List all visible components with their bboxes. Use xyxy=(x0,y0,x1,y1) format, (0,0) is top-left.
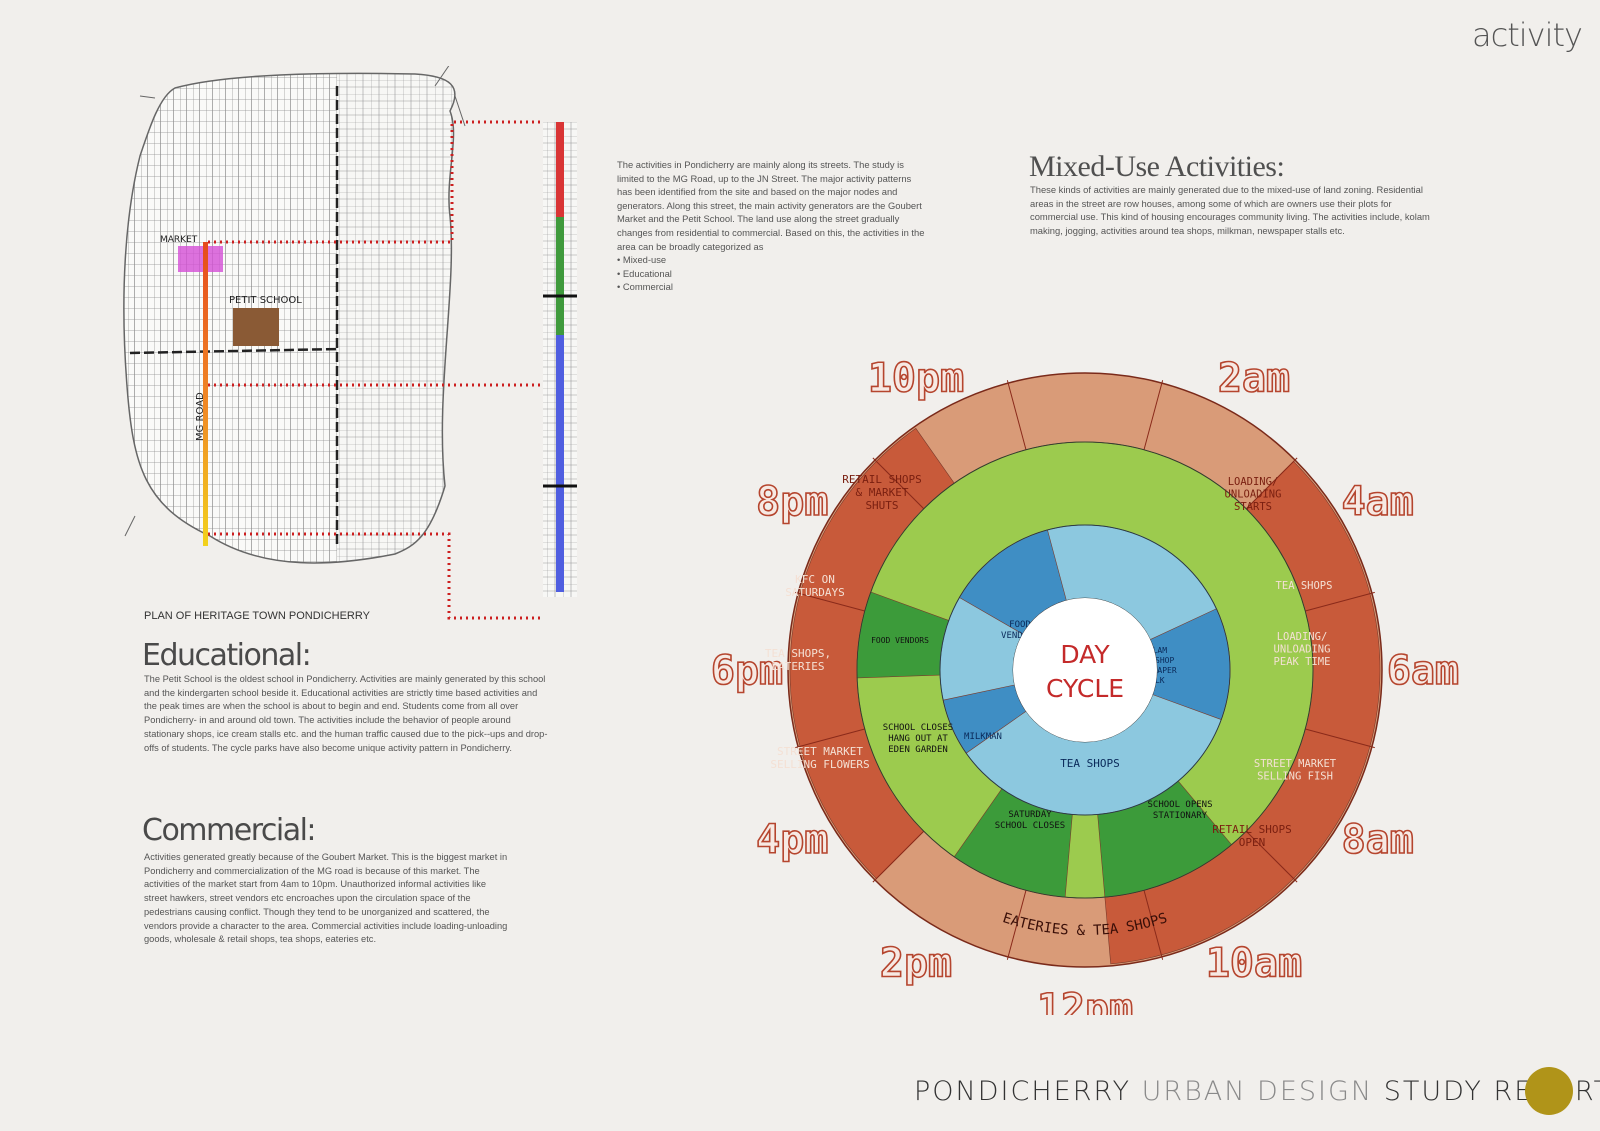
annotation-saturday-school: SATURDAY xyxy=(1008,810,1052,820)
commercial-title: Commercial: xyxy=(142,813,317,848)
hour-label: 12am xyxy=(1037,355,1133,356)
mg-road xyxy=(203,242,208,546)
annotation-saturday-school: SCHOOL CLOSES xyxy=(995,821,1065,831)
hour-label: 10pm xyxy=(868,355,964,401)
center-label-cycle: CYCLE xyxy=(1046,674,1124,703)
hour-label: 4pm xyxy=(756,817,828,863)
market-label: MARKET xyxy=(160,235,198,245)
category-item: Commercial xyxy=(617,280,927,294)
annotation-tea-shops-inner: TEA SHOPS xyxy=(1060,757,1120,770)
educational-text: The Petit School is the oldest school in… xyxy=(144,674,548,753)
annotation-loading-starts: STARTS xyxy=(1234,501,1272,513)
category-list: Mixed-use Educational Commercial xyxy=(617,253,927,294)
annotation-loading-peak: UNLOADING xyxy=(1274,644,1331,656)
annotation-school-closes: EDEN GARDEN xyxy=(888,745,948,755)
hour-label: 6am xyxy=(1387,648,1459,694)
annotation-school-closes: SCHOOL CLOSES xyxy=(883,723,953,733)
annotation-street-market-flowers: SELLING FLOWERS xyxy=(770,758,869,771)
annotation-street-market-fish: STREET MARKET xyxy=(1254,758,1337,770)
footer-part-2: URBAN DESIGN xyxy=(1141,1076,1374,1107)
annotation-kfc: KFC ON xyxy=(795,573,835,586)
hour-label: 6pm xyxy=(711,648,783,694)
hour-label: 8am xyxy=(1342,817,1414,863)
annotation-milkman: MILKMAN xyxy=(964,732,1002,742)
footer-part-1: PONDICHERRY xyxy=(914,1076,1131,1107)
annotation-tea-shops-am: TEA SHOPS xyxy=(1276,580,1333,592)
market-block xyxy=(178,246,223,272)
report-footer: PONDICHERRY URBAN DESIGN STUDY REPORT xyxy=(914,1076,1600,1107)
road-label: MG ROAD xyxy=(195,392,206,441)
petit-school-block xyxy=(233,308,279,346)
annotation-tea-shops-eateries: EATERIES xyxy=(772,660,825,673)
annotation-street-market-flowers: STREET MARKET xyxy=(777,745,863,758)
hour-label: 12pm xyxy=(1037,986,1133,1015)
hour-label: 8pm xyxy=(756,479,828,525)
intro-paragraph: The activities in Pondicherry are mainly… xyxy=(617,158,927,294)
hour-label: 2pm xyxy=(880,941,952,987)
category-item: Mixed-use xyxy=(617,253,927,267)
annotation-retail-shuts: RETAIL SHOPS xyxy=(842,473,921,486)
school-label: PETIT SCHOOL xyxy=(229,295,302,306)
street-strip xyxy=(543,122,577,597)
annotation-retail-open: OPEN xyxy=(1239,836,1266,849)
annotation-kfc: SATURDAYS xyxy=(785,586,845,599)
center-hub xyxy=(1013,598,1157,742)
day-cycle-diagram: 12am 2am 4am 6am 8am 10am 12pm 2pm 4pm 6pm 8pm 10pm… xyxy=(710,355,1460,1015)
center-label-day: DAY xyxy=(1060,640,1110,669)
annotation-retail-shuts: & MARKET xyxy=(856,486,909,499)
annotation-school-closes: HANG OUT AT xyxy=(888,734,948,744)
annotation-loading-peak: LOADING/ xyxy=(1277,631,1328,643)
annotation-tea-shops-eateries: TEA SHOPS, xyxy=(765,647,831,660)
commercial-text: Activities generated greatly because of … xyxy=(144,852,508,945)
annotation-school-opens: STATIONARY xyxy=(1153,811,1208,821)
category-item: Educational xyxy=(617,267,927,281)
footer-dot xyxy=(1525,1067,1573,1115)
annotation-food-vendors-blue: FOOD xyxy=(1009,620,1031,630)
educational-title: Educational: xyxy=(142,638,312,673)
mixed-use-title: Mixed-Use Activities: xyxy=(1029,150,1285,183)
town-outline xyxy=(123,72,456,564)
annotation-retail-shuts: SHUTS xyxy=(865,499,898,512)
annotation-food-vendors-green: FOOD VENDORS xyxy=(871,636,929,645)
annotation-retail-open: RETAIL SHOPS xyxy=(1212,823,1291,836)
hour-label: 10am xyxy=(1206,941,1302,987)
annotation-school-opens: SCHOOL OPENS xyxy=(1147,800,1212,810)
annotation-food-vendors-blue: VENDORS xyxy=(1001,631,1039,641)
annotation-kolam: KOLAM xyxy=(1143,646,1167,655)
annotation-loading-starts: LOADING/ xyxy=(1228,476,1279,488)
hour-label: 2am xyxy=(1218,355,1290,401)
intro-text: The activities in Pondicherry are mainly… xyxy=(617,159,925,252)
hour-label: 4am xyxy=(1342,479,1414,525)
annotation-loading-peak: PEAK TIME xyxy=(1274,656,1331,668)
annotation-street-market-fish: SELLING FISH xyxy=(1257,771,1333,783)
annotation-loading-starts: UNLOADING xyxy=(1225,489,1282,501)
plan-caption: PLAN OF HERITAGE TOWN PONDICHERRY xyxy=(144,610,370,622)
heritage-town-plan: MARKET PETIT SCHOOL MG ROAD xyxy=(123,66,577,620)
mixed-use-text: These kinds of activities are mainly gen… xyxy=(1030,184,1430,236)
page-label: activity xyxy=(1472,16,1583,54)
